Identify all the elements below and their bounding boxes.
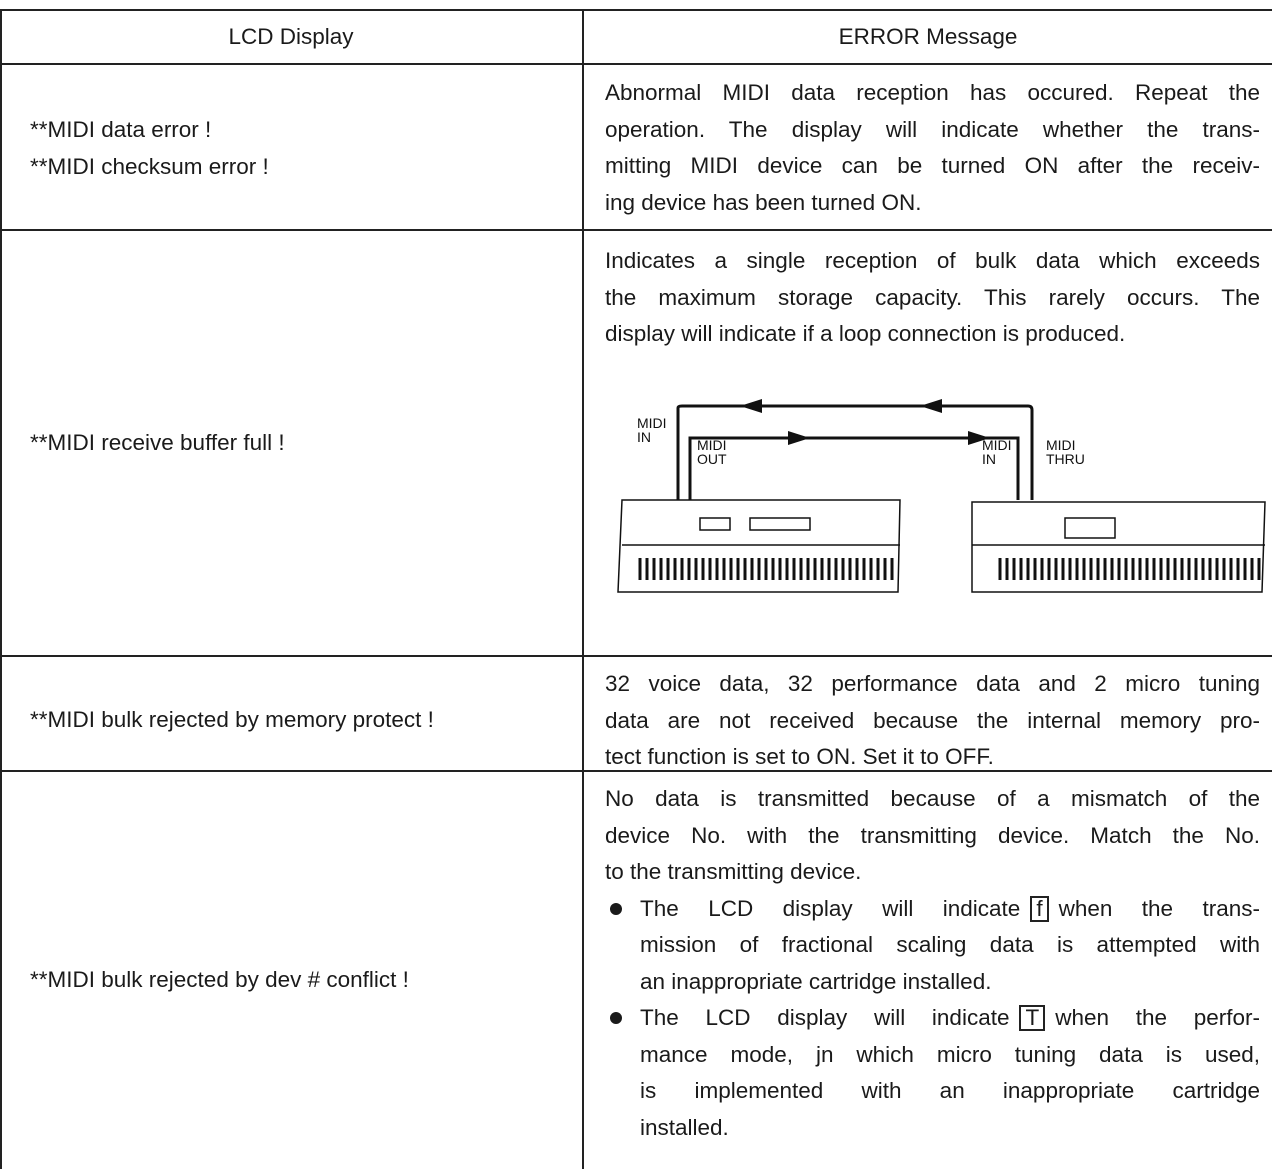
key-box: f <box>1030 895 1049 922</box>
keyboard <box>617 499 901 593</box>
rule <box>0 229 1272 231</box>
lcd-text: **MIDI checksum error ! <box>30 153 269 179</box>
error-text: to the transmitting device. <box>605 859 862 884</box>
arrow <box>788 431 810 445</box>
keyboard <box>971 501 1266 593</box>
error-text: data are not received because the intern… <box>605 707 1260 733</box>
header-cell: LCD Display <box>228 24 354 49</box>
bullet <box>610 1012 622 1024</box>
lcd-text: **MIDI receive buffer full ! <box>30 430 285 455</box>
error-text: ing device has been turned ON. <box>605 189 922 215</box>
text: when the perfor- <box>1055 1005 1260 1030</box>
error-text: mitting MIDI device can be turned ON aft… <box>605 153 1260 178</box>
text: The LCD display will indicate <box>640 1005 1010 1030</box>
rule <box>0 9 2 1169</box>
error-text: display will indicate if a loop connecti… <box>605 321 1126 346</box>
bullet-text: mission of fractional scaling data is at… <box>640 932 1260 957</box>
text: when the trans- <box>1058 895 1260 921</box>
error-text: operation. The display will indicate whe… <box>605 116 1260 142</box>
diagram-label: OUT <box>697 451 727 467</box>
error-text: Indicates a single reception of bulk dat… <box>605 248 1260 273</box>
rule <box>582 9 584 1169</box>
cable <box>676 404 1034 500</box>
rule <box>0 770 1272 772</box>
key-box: T <box>1019 1005 1046 1031</box>
header-cell: ERROR Message <box>838 24 1018 49</box>
diagram-label: MIDI <box>637 415 667 431</box>
diagram-label: IN <box>982 451 996 467</box>
diagram-label: MIDI <box>697 437 727 453</box>
error-text: device No. with the transmitting device.… <box>605 822 1260 848</box>
error-text: the maximum storage capacity. This rarel… <box>605 284 1260 310</box>
error-text: 32 voice data, 32 performance data and 2… <box>605 671 1260 696</box>
arrow <box>968 431 990 445</box>
lcd-text: **MIDI data error ! <box>30 117 212 142</box>
diagram-label: MIDI <box>982 437 1012 453</box>
keyboard-part <box>749 517 811 531</box>
bullet-text: mance mode, jn which micro tuning data i… <box>640 1041 1260 1067</box>
diagram-label: THRU <box>1046 451 1085 467</box>
error-text: Abnormal MIDI data reception has occured… <box>605 80 1260 105</box>
bullet-text: installed. <box>640 1114 729 1140</box>
arrow <box>920 399 942 413</box>
bullet-text: an inappropriate cartridge installed. <box>640 968 992 994</box>
lcd-text: **MIDI bulk rejected by dev # conflict ! <box>30 967 409 992</box>
rule <box>0 63 1272 65</box>
keyboard-part <box>699 517 731 531</box>
rule <box>0 9 1272 11</box>
error-text: No data is transmitted because of a mism… <box>605 786 1260 811</box>
error-text: tect function is set to ON. Set it to OF… <box>605 744 994 769</box>
lcd-text: **MIDI bulk rejected by memory protect ! <box>30 707 434 732</box>
arrow <box>740 399 762 413</box>
diagram-label: MIDI <box>1046 437 1076 453</box>
bullet-text: is implemented with an inappropriate car… <box>640 1078 1260 1103</box>
text: The LCD display will indicate <box>640 895 1021 921</box>
cable <box>688 436 1020 500</box>
bullet-text: The LCD display will indicate f when the t… <box>640 891 1260 927</box>
bullet <box>610 902 622 915</box>
diagram-label: IN <box>637 429 651 445</box>
rule <box>0 655 1272 657</box>
keyboard-part <box>1064 517 1116 539</box>
